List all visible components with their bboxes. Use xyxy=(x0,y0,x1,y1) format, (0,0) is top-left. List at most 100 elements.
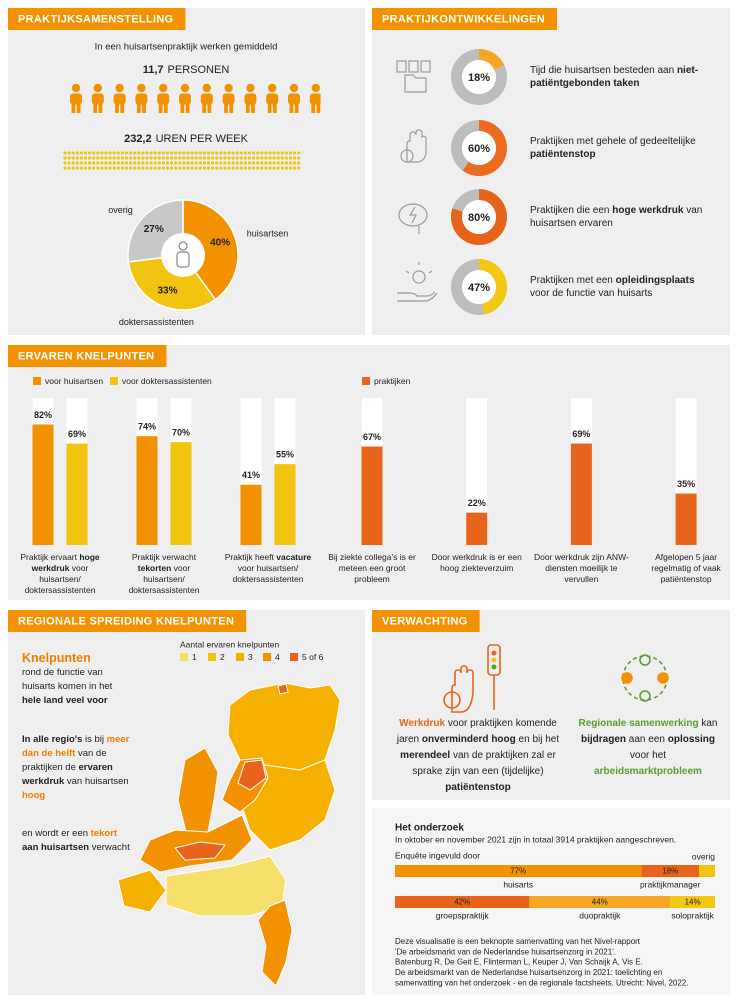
text-segment: hele land veel voor xyxy=(22,695,108,706)
person-leg xyxy=(115,102,119,113)
hour-dot xyxy=(63,151,67,155)
bolt xyxy=(408,206,417,224)
hour-dot xyxy=(79,151,83,155)
research-subtitle: Enquête ingevuld door xyxy=(395,850,480,860)
text-segment: vacature xyxy=(276,552,312,562)
hour-dot xyxy=(88,161,92,165)
pie-value-label: 40% xyxy=(210,238,230,249)
hour-dot xyxy=(223,156,227,160)
hour-dot xyxy=(284,151,288,155)
hour-dot xyxy=(71,166,75,170)
hour-dot xyxy=(211,166,215,170)
text-segment: en wordt er een xyxy=(22,828,91,839)
hour-dot xyxy=(231,151,235,155)
hour-dot xyxy=(268,161,272,165)
hour-dot xyxy=(293,151,297,155)
hour-dot xyxy=(223,166,227,170)
section-title: ERVAREN KNELPUNTEN xyxy=(18,350,154,362)
hour-dot xyxy=(288,156,293,160)
pie-category-label: doktersassistenten xyxy=(119,317,194,327)
hour-dot xyxy=(120,166,124,170)
hour-dot xyxy=(88,156,92,160)
hour-dot xyxy=(174,166,178,170)
hour-dot xyxy=(280,156,284,160)
hour-dot xyxy=(272,166,276,170)
hand-dot xyxy=(639,690,651,702)
person-icon xyxy=(288,83,300,113)
hour-dot xyxy=(276,151,280,155)
hour-dot xyxy=(83,166,88,170)
person-leg xyxy=(71,102,76,113)
hour-dot xyxy=(284,166,288,170)
person-body xyxy=(309,93,321,105)
hour-dot xyxy=(260,161,264,165)
hour-dot xyxy=(88,151,92,155)
text-segment: merendeel xyxy=(400,750,451,761)
hour-dot xyxy=(157,156,161,160)
research-intro: In oktober en november 2021 zijn in tota… xyxy=(395,834,676,844)
hour-dot xyxy=(288,161,293,165)
hour-dot xyxy=(260,166,264,170)
text-segment: voor de functie van huisarts xyxy=(530,288,653,299)
bar-value-label: 55% xyxy=(276,450,294,460)
hour-dot xyxy=(104,161,108,165)
hour-dot xyxy=(231,166,235,170)
hour-dot xyxy=(96,161,100,165)
legend-label: 4 xyxy=(275,652,280,662)
person-head xyxy=(71,83,81,93)
hour-dot xyxy=(92,166,96,170)
bar-value-label: 35% xyxy=(677,479,695,489)
hour-dot xyxy=(235,156,239,160)
person-head xyxy=(93,83,103,93)
hour-dot xyxy=(88,166,92,170)
development-icon xyxy=(398,203,428,234)
regional-text: In alle regio's is bij meer dan de helft… xyxy=(22,733,130,803)
person-leg xyxy=(245,102,250,113)
bar xyxy=(675,493,697,545)
development-icon xyxy=(396,60,431,93)
hour-dot xyxy=(116,166,120,170)
donut-label: 60% xyxy=(468,143,490,155)
hour-dot xyxy=(239,161,243,165)
footnote-line: Deze visualisatie is een beknopte samenv… xyxy=(395,937,641,946)
person-head xyxy=(246,83,255,93)
legend-label: 1 xyxy=(192,652,197,662)
hour-dot xyxy=(149,151,153,155)
rays xyxy=(405,262,433,274)
hour-dot xyxy=(157,161,161,165)
hour-dot xyxy=(178,166,182,170)
stop xyxy=(400,149,414,163)
hour-dot xyxy=(182,166,186,170)
text-segment: tekort xyxy=(90,828,118,839)
bar xyxy=(136,436,158,545)
hour-dot xyxy=(141,166,145,170)
donut-label: 18% xyxy=(468,72,490,84)
hour-dot xyxy=(63,156,67,160)
hour-dot xyxy=(223,151,227,155)
hour-dot xyxy=(108,166,112,170)
hour-dot xyxy=(227,166,231,170)
stacked-segment xyxy=(641,865,699,877)
hours-number: 232,2 xyxy=(124,133,152,145)
stacked-segment xyxy=(395,865,642,877)
hour-dot xyxy=(231,156,235,160)
text-segment: Werkdruk xyxy=(399,718,446,729)
hour-dot xyxy=(165,151,170,155)
hour-dot xyxy=(96,156,100,160)
person-leg xyxy=(289,102,294,113)
person-leg xyxy=(93,102,98,113)
hour-dot xyxy=(75,156,79,160)
pie-category-label: huisartsen xyxy=(247,229,289,239)
hour-dot xyxy=(182,161,186,165)
hour-dot xyxy=(293,166,297,170)
hour-dot xyxy=(170,156,174,160)
person-leg xyxy=(207,102,212,113)
hour-dot xyxy=(63,166,67,170)
hour-dot xyxy=(178,151,182,155)
hour-dot xyxy=(174,161,178,165)
pie-category-label: overig xyxy=(108,205,133,215)
hour-dot xyxy=(63,161,67,165)
hour-dot xyxy=(243,156,247,160)
hour-dot xyxy=(145,161,149,165)
